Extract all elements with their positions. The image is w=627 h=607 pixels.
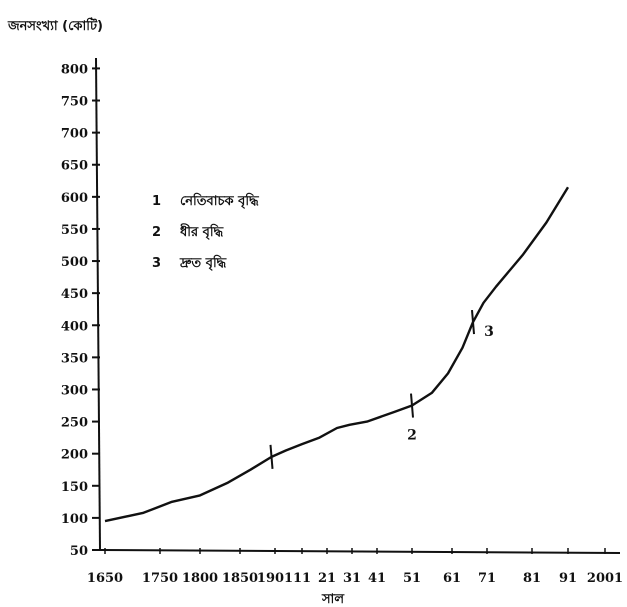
y-tick-label: 50 xyxy=(70,544,88,559)
series-group xyxy=(104,186,570,523)
x-tick-label: 71 xyxy=(478,571,496,586)
y-tick-label: 300 xyxy=(61,383,88,398)
y-tick-label: 250 xyxy=(61,416,88,431)
y-tick-label: 450 xyxy=(61,287,88,302)
x-tick-label: 2001 xyxy=(587,571,623,586)
x-tick-label: 1650 xyxy=(87,571,123,586)
y-tick-label: 500 xyxy=(61,255,88,270)
legend: 1 নেতিবাচক বৃদ্ধি 2 ধীর বৃদ্ধি 3 দ্রুত ব… xyxy=(152,192,259,272)
series-line xyxy=(104,186,570,523)
y-tick-label: 350 xyxy=(61,351,88,366)
y-tick-label: 400 xyxy=(61,319,88,334)
x-tick-label: 51 xyxy=(403,571,421,586)
legend-number-1: 1 xyxy=(152,194,161,209)
y-tick-label: 700 xyxy=(61,127,88,142)
y-axis-line xyxy=(95,57,101,551)
y-tick-label: 200 xyxy=(61,448,88,463)
phase-marker-tick xyxy=(269,444,274,469)
x-tick-label: 31 xyxy=(343,571,361,586)
y-tick-label: 650 xyxy=(61,159,88,174)
legend-text-1: নেতিবাচক বৃদ্ধি xyxy=(180,192,259,210)
phase-marker-label: 3 xyxy=(484,324,494,340)
x-tick-label: 81 xyxy=(523,571,541,586)
phase-markers: 23 xyxy=(269,309,494,469)
y-tick-label: 750 xyxy=(61,95,88,110)
x-tick-label: 1800 xyxy=(182,571,218,586)
y-tick-label: 100 xyxy=(61,512,88,527)
y-tick-label: 150 xyxy=(61,480,88,495)
y-tick-label: 800 xyxy=(61,62,88,77)
legend-number-2: 2 xyxy=(152,225,161,240)
y-axis-title: জনসংখ্যা (কোটি) xyxy=(7,17,103,34)
phase-marker-tick xyxy=(471,309,475,335)
x-tick-label: 1901 xyxy=(257,571,293,586)
y-tick-label: 550 xyxy=(61,223,88,238)
phase-marker-label: 2 xyxy=(407,428,417,444)
x-tick-label: 91 xyxy=(559,571,577,586)
phase-marker-tick xyxy=(410,393,414,418)
x-tick-label: 11 xyxy=(293,571,311,586)
legend-text-2: ধীর বৃদ্ধি xyxy=(180,223,224,241)
x-axis-title: সাল xyxy=(321,592,345,607)
legend-number-3: 3 xyxy=(152,256,161,271)
x-axis-line xyxy=(99,549,621,554)
x-tick-label: 61 xyxy=(443,571,461,586)
y-axis-ticks: 50 100 150 200 250 300 350 400 450 500 550 600 650 70… xyxy=(61,62,100,559)
legend-text-3: দ্রুত বৃদ্ধি xyxy=(179,254,227,272)
x-tick-label: 1750 xyxy=(142,571,178,586)
y-tick-label: 600 xyxy=(61,191,88,206)
x-tick-label: 21 xyxy=(318,571,336,586)
x-tick-label: 41 xyxy=(368,571,386,586)
x-tick-label: 1850 xyxy=(222,571,258,586)
